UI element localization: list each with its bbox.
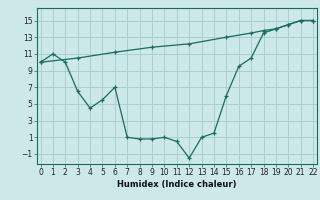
X-axis label: Humidex (Indice chaleur): Humidex (Indice chaleur) (117, 180, 236, 189)
